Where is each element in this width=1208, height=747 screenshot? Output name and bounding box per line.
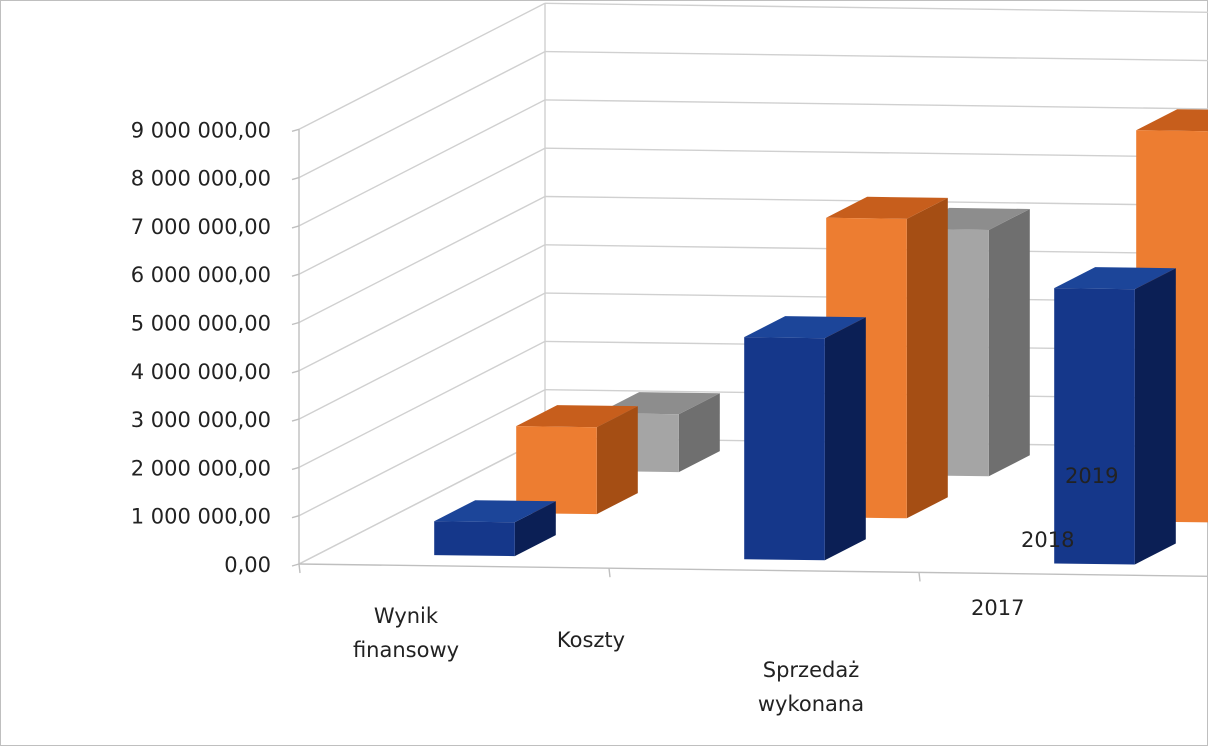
gridline-left-wall — [298, 99, 546, 227]
gridline-back-wall — [544, 195, 1208, 207]
gridline-back-wall — [544, 2, 1208, 13]
gridline-back-wall — [544, 147, 1208, 158]
value-tick-mark — [291, 418, 300, 422]
y-tick-label: 0,00 — [224, 553, 271, 577]
chart-walls — [298, 2, 1208, 565]
bar-side-face — [678, 393, 720, 473]
bar-side-face — [596, 406, 638, 515]
gridline-left-wall — [298, 195, 546, 324]
value-tick-mark — [291, 466, 300, 471]
x-category-label: Sprzedaż wykonana — [758, 658, 864, 716]
bar-2018-1 — [516, 405, 638, 515]
bar-side-face — [906, 197, 948, 519]
value-tick-mark — [291, 225, 300, 229]
gridline-left-wall — [298, 244, 546, 372]
x-category-label: Wynik finansowy — [353, 604, 459, 662]
bar-top-face — [826, 196, 948, 219]
bar-top-face — [744, 316, 866, 339]
bar-top-face — [516, 405, 638, 428]
y-tick-label: 9 000 000,00 — [131, 118, 271, 142]
depth-series-label: 2017 — [971, 596, 1024, 620]
gridline-left-wall — [298, 50, 546, 179]
x-category-label: Koszty — [557, 628, 625, 652]
category-tick-mark — [918, 572, 921, 582]
bar-front-face — [744, 337, 825, 561]
bar-2017-2 — [744, 316, 866, 561]
y-tick-label: 8 000 000,00 — [131, 167, 271, 191]
y-tick-label: 3 000 000,00 — [131, 408, 271, 432]
category-axis-line — [298, 563, 1208, 578]
gridline-left-wall — [298, 340, 546, 469]
gridline-left-wall — [298, 2, 546, 130]
bar-side-face — [824, 317, 866, 561]
value-tick-mark — [291, 128, 300, 132]
y-tick-label: 7 000 000,00 — [131, 215, 271, 239]
bar-front-face — [1054, 288, 1135, 565]
bar-top-face — [1136, 109, 1208, 132]
bar-side-face — [1134, 268, 1176, 565]
chart-axes — [291, 128, 1208, 582]
gridline-back-wall — [544, 99, 1208, 110]
axis-labels: 0,00 1 000 000,00 2 000 000,00 3 000 000,00… — [131, 118, 1119, 716]
depth-series-label: 2018 — [1021, 528, 1074, 552]
gridline-back-wall — [544, 50, 1208, 62]
gridline-left-wall — [298, 292, 546, 420]
bar-front-face — [434, 521, 515, 557]
y-tick-label: 6 000 000,00 — [131, 263, 271, 287]
value-tick-mark — [291, 273, 300, 277]
gridline-left-wall — [298, 389, 546, 517]
bar-group — [434, 109, 1208, 565]
y-tick-label: 4 000 000,00 — [131, 360, 271, 384]
depth-series-label: 2019 — [1065, 464, 1118, 488]
bar-2017-1 — [434, 500, 556, 557]
bar-front-face — [516, 426, 597, 515]
y-tick-label: 2 000 000,00 — [131, 456, 271, 480]
value-tick-mark — [291, 176, 300, 181]
value-tick-mark — [291, 321, 300, 326]
bar-side-face — [514, 501, 556, 557]
category-tick-mark — [298, 563, 301, 574]
category-tick-mark — [608, 568, 611, 578]
gridline-left-wall — [298, 147, 546, 275]
bar-top-face — [1054, 267, 1176, 290]
value-tick-mark — [291, 563, 300, 567]
bar-2017-3 — [1054, 267, 1176, 565]
bar-side-face — [988, 209, 1030, 477]
value-tick-mark — [291, 370, 300, 374]
y-tick-label: 1 000 000,00 — [131, 505, 271, 529]
value-tick-mark — [291, 515, 300, 519]
floor-left-edge — [298, 437, 546, 565]
bar-top-face — [434, 500, 556, 523]
y-tick-label: 5 000 000,00 — [131, 312, 271, 336]
